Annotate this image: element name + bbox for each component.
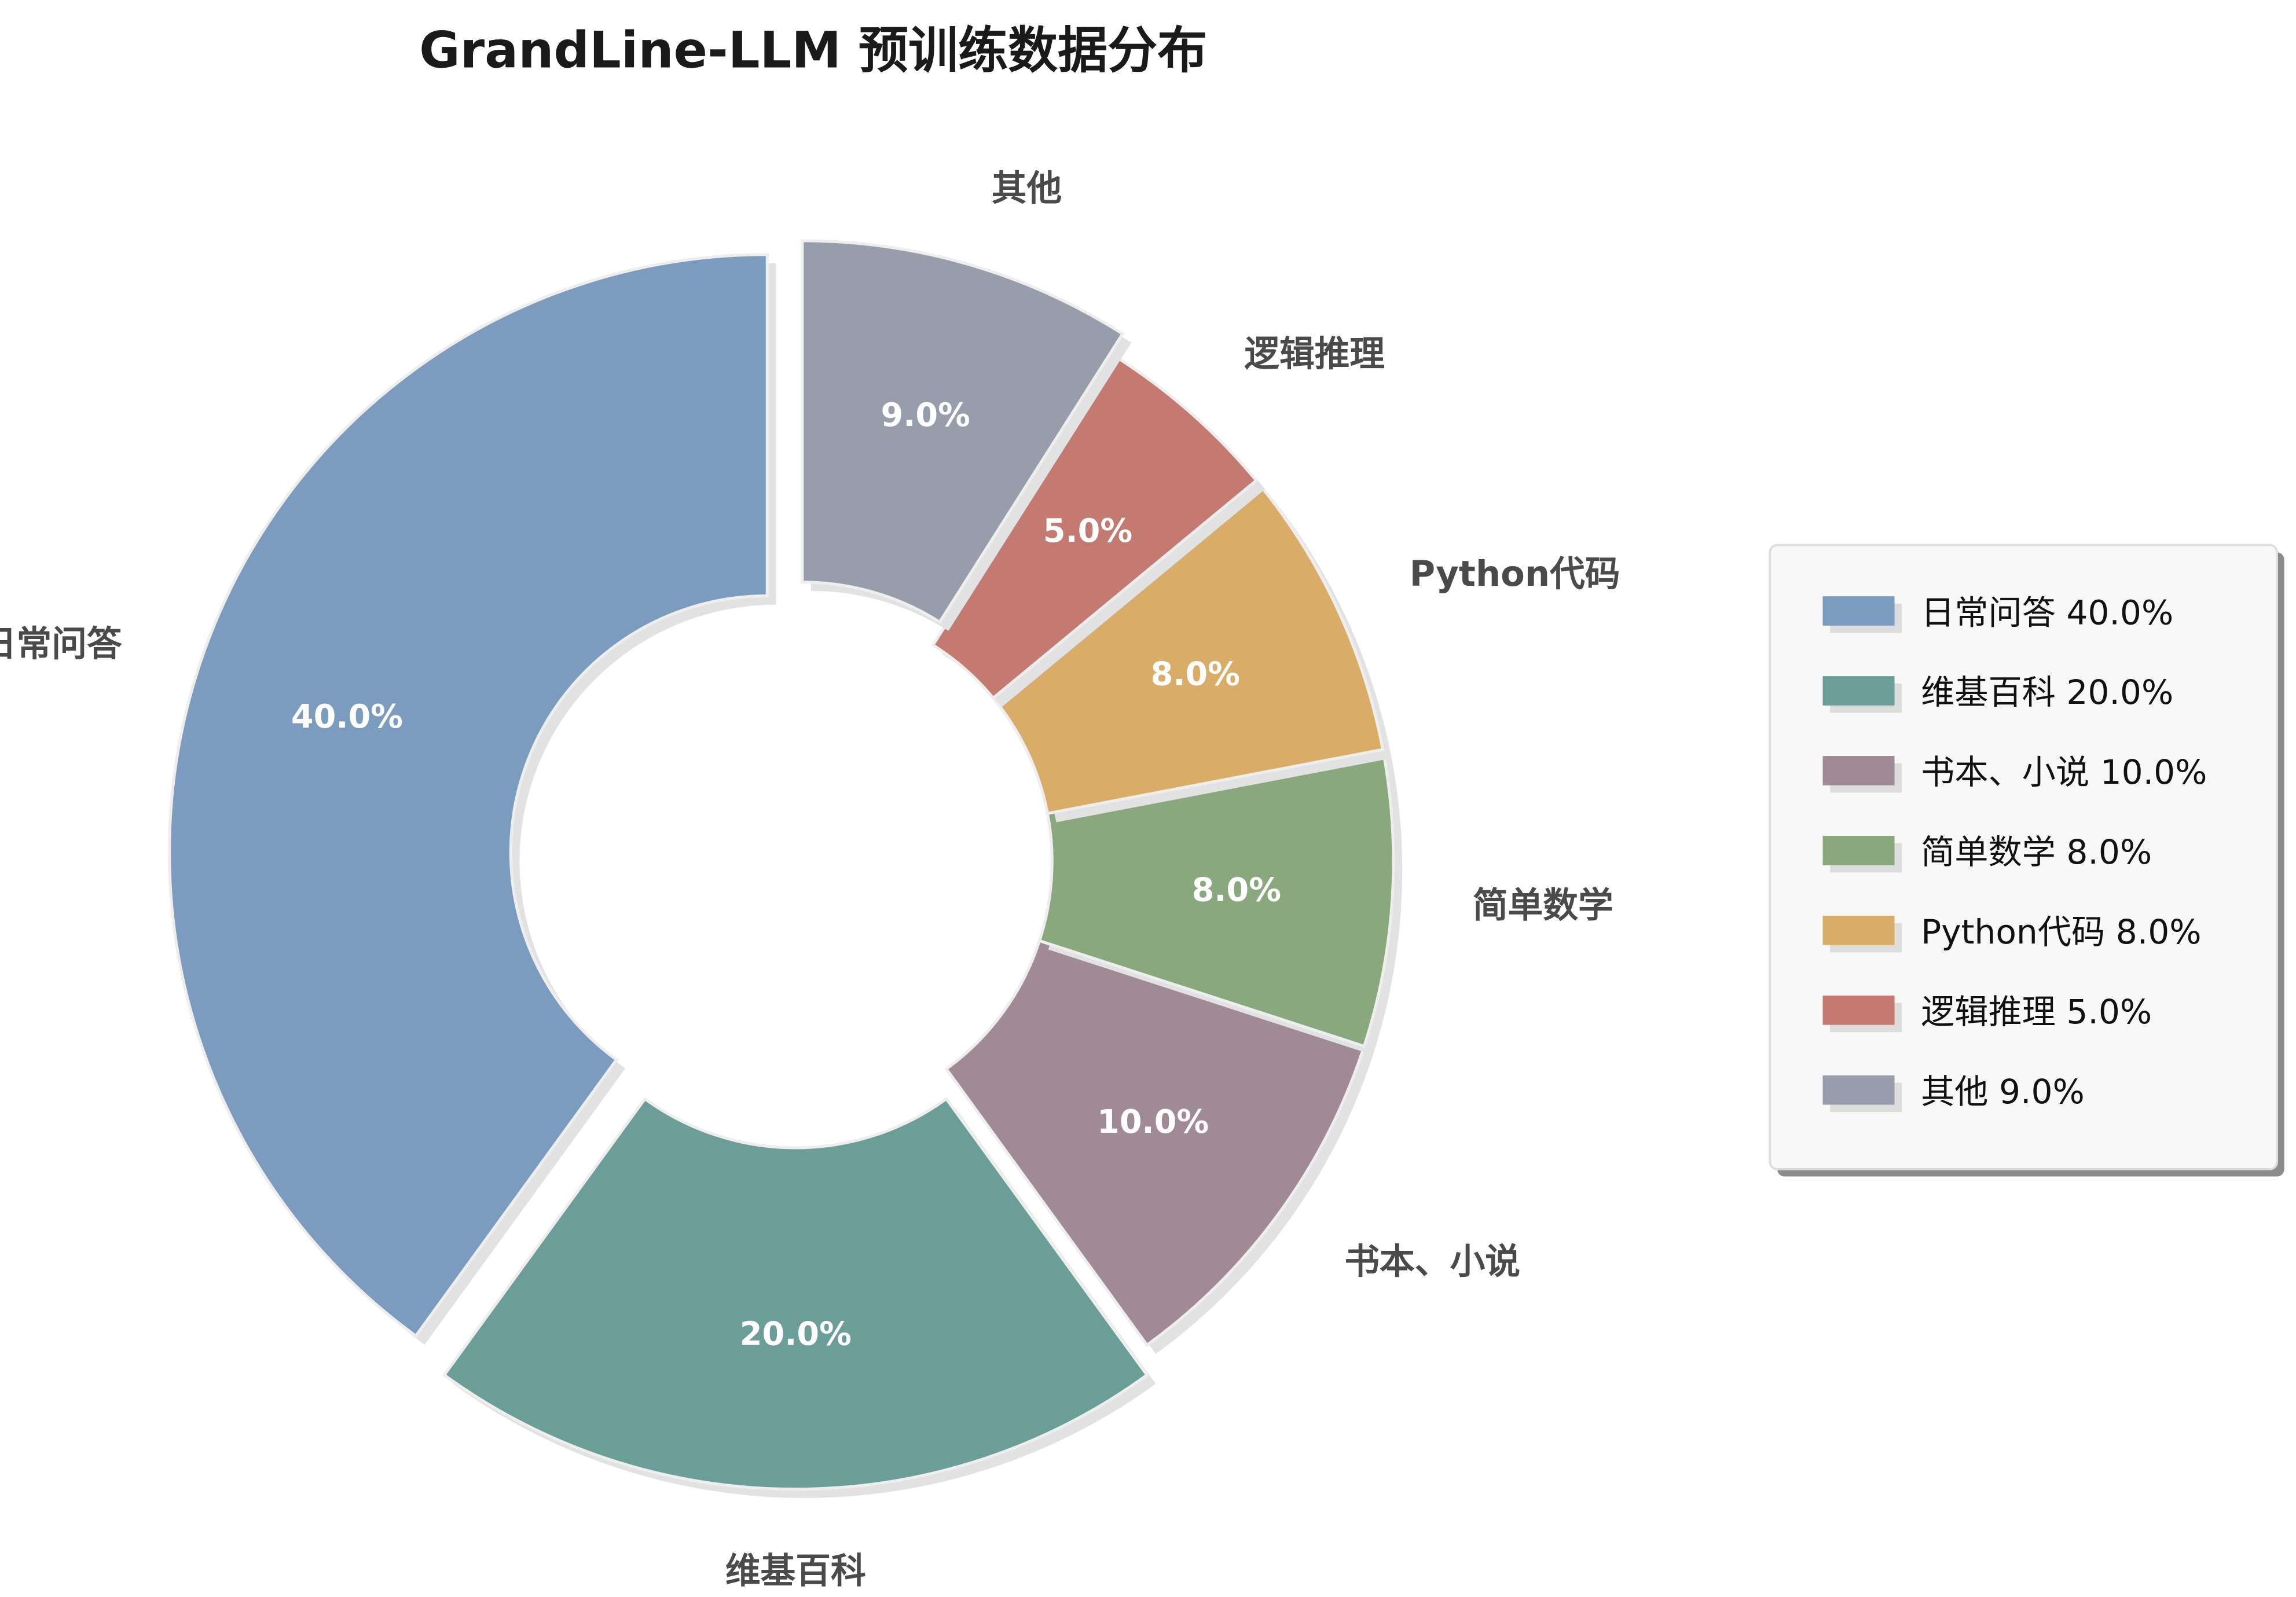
slice-percent-label: 10.0% [1097, 1103, 1209, 1141]
slice-percent-label: 9.0% [881, 397, 970, 434]
legend-label: 逻辑推理 5.0% [1921, 992, 2152, 1031]
legend-item[interactable]: Python代码 8.0% [1822, 912, 2202, 953]
legend-label: 维基百科 20.0% [1921, 673, 2173, 712]
pie-slice[interactable] [991, 478, 1385, 816]
slice-category-label: 其他 [992, 168, 1062, 209]
pie-slice[interactable] [1037, 747, 1395, 1048]
legend-item[interactable]: 逻辑推理 5.0% [1822, 992, 2152, 1033]
legend-item[interactable]: 其他 9.0% [1822, 1072, 2085, 1113]
legend-swatch [1822, 676, 1895, 706]
slice-percent-label: 40.0% [291, 698, 403, 736]
slice-category-label: 维基百科 [725, 1551, 866, 1592]
slice-category-label: Python代码 [1410, 554, 1620, 594]
slice-percent-label: 5.0% [1043, 512, 1132, 550]
pie-slices [168, 239, 1403, 1498]
legend-item[interactable]: 维基百科 20.0% [1822, 673, 2174, 713]
legend-label: 书本、小说 10.0% [1921, 752, 2207, 792]
legend-swatch [1822, 596, 1895, 626]
pie-slice[interactable] [931, 354, 1259, 700]
pie-slice[interactable] [442, 1096, 1149, 1491]
slice-category-label: 逻辑推理 [1244, 334, 1385, 375]
legend-item[interactable]: 简单数学 8.0% [1822, 832, 2152, 873]
legend-swatch [1822, 836, 1895, 865]
slice-percent-label: 8.0% [1151, 656, 1240, 693]
slice-category-label: 日常问答 [0, 624, 122, 665]
legend-label: 日常问答 40.0% [1921, 593, 2173, 632]
legend-label: Python代码 8.0% [1921, 912, 2202, 952]
legend-label: 其他 9.0% [1921, 1072, 2085, 1111]
slice-percent-label: 8.0% [1192, 872, 1281, 909]
slice-percent-label: 20.0% [740, 1315, 852, 1353]
legend-swatch [1822, 995, 1895, 1025]
legend: 日常问答 40.0% 维基百科 20.0% 书本、小说 10.0% 简单数学 8.0%… [1769, 544, 2284, 1177]
slice-category-label: 简单数学 [1473, 886, 1613, 926]
slice-labels: 40.0% 日常问答 20.0% 维基百科 10.0% 书本、小说 8.0% 简单数学 8.0%… [0, 168, 1620, 1592]
pie-slice[interactable] [944, 939, 1366, 1348]
legend-swatch [1822, 1075, 1895, 1105]
legend-label: 简单数学 8.0% [1921, 832, 2152, 872]
legend-item[interactable]: 书本、小说 10.0% [1822, 752, 2207, 793]
slice-category-label: 书本、小说 [1344, 1242, 1520, 1282]
legend-item[interactable]: 日常问答 40.0% [1822, 593, 2174, 633]
legend-swatch [1822, 756, 1895, 785]
pie-slice[interactable] [168, 253, 769, 1338]
pie-slice[interactable] [801, 239, 1125, 625]
legend-swatch [1822, 915, 1895, 945]
chart-title: GrandLine-LLM 预训练数据分布 [419, 21, 1207, 79]
